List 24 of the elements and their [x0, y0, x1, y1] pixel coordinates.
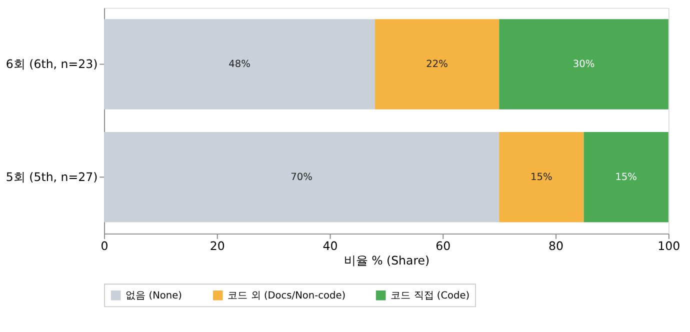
legend-label: 없음 (None)	[126, 290, 182, 302]
x-tick-label: 80	[548, 238, 564, 253]
x-tick-label: 100	[658, 238, 680, 253]
x-tick-label: 0	[100, 238, 108, 253]
data-label: 30%	[572, 59, 595, 70]
x-tick-label: 40	[322, 238, 338, 253]
bar	[104, 19, 375, 110]
y-tick-label: 5회 (5th, n=27)	[6, 170, 98, 184]
data-label: 15%	[530, 172, 552, 184]
bar	[499, 132, 584, 222]
x-tick-label: 60	[436, 238, 451, 253]
x-axis-title: 비율 % (Share)	[344, 253, 430, 268]
x-tick-label: 20	[210, 238, 225, 253]
data-label: 48%	[228, 59, 250, 70]
bar	[104, 132, 500, 222]
y-tick-label: 6회 (6th, n=23)	[6, 57, 98, 72]
data-label: 22%	[426, 59, 448, 70]
bar	[374, 19, 500, 110]
bar	[584, 132, 668, 222]
data-label: 15%	[615, 172, 637, 184]
legend-label: 코드 직접 (Code)	[390, 290, 470, 302]
data-label: 70%	[290, 172, 312, 184]
bar	[499, 19, 668, 110]
legend-label: 코드 외 (Docs/Non-code)	[228, 290, 346, 302]
